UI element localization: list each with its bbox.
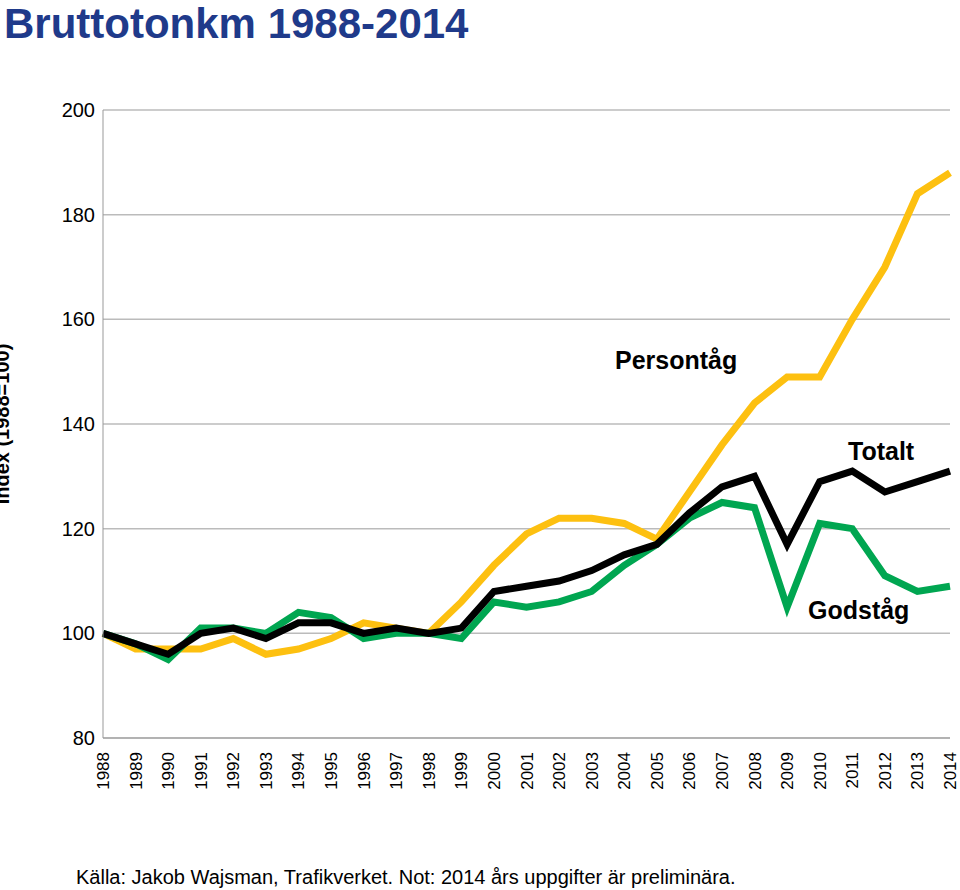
svg-text:Index (1988=100): Index (1988=100) — [8, 344, 13, 505]
svg-text:1990: 1990 — [159, 752, 178, 790]
svg-text:1988: 1988 — [94, 752, 113, 790]
svg-text:2002: 2002 — [550, 752, 569, 790]
svg-text:1994: 1994 — [289, 752, 308, 790]
svg-text:2010: 2010 — [811, 752, 830, 790]
svg-text:160: 160 — [62, 308, 95, 330]
svg-text:2004: 2004 — [615, 752, 634, 790]
svg-text:180: 180 — [62, 204, 95, 226]
svg-text:2005: 2005 — [648, 752, 667, 790]
svg-text:1999: 1999 — [452, 752, 471, 790]
svg-text:2011: 2011 — [843, 752, 862, 789]
svg-text:1993: 1993 — [257, 752, 276, 790]
html-text:Godståg: Godståg — [808, 596, 910, 624]
html-text:Källa: Jakob Wajsman, Trafikve: Källa: Jakob Wajsman, Trafikverket. Not:… — [76, 866, 736, 888]
svg-text:2007: 2007 — [713, 752, 732, 790]
html-text:Persontåg: Persontåg — [615, 346, 738, 374]
html-text:Totalt: Totalt — [848, 437, 915, 465]
svg-text:200: 200 — [62, 99, 95, 121]
svg-text:1991: 1991 — [192, 752, 211, 790]
svg-text:1996: 1996 — [355, 752, 374, 790]
svg-text:140: 140 — [62, 413, 95, 435]
svg-text:2008: 2008 — [746, 752, 765, 790]
svg-text:1989: 1989 — [127, 752, 146, 790]
svg-text:2009: 2009 — [778, 752, 797, 790]
svg-text:1992: 1992 — [224, 752, 243, 790]
svg-text:80: 80 — [73, 727, 95, 749]
svg-text:2003: 2003 — [583, 752, 602, 790]
svg-text:2006: 2006 — [680, 752, 699, 790]
svg-text:100: 100 — [62, 622, 95, 644]
svg-text:2013: 2013 — [908, 752, 927, 790]
svg-text:2014: 2014 — [941, 752, 952, 790]
svg-text:2001: 2001 — [518, 752, 537, 790]
svg-text:1995: 1995 — [322, 752, 341, 790]
svg-text:1998: 1998 — [420, 752, 439, 790]
svg-text:120: 120 — [62, 518, 95, 540]
html-text:Bruttotonkm 1988-2014: Bruttotonkm 1988-2014 — [4, 0, 469, 47]
svg-text:2000: 2000 — [485, 752, 504, 790]
svg-text:1997: 1997 — [387, 752, 406, 790]
svg-text:2012: 2012 — [876, 752, 895, 790]
